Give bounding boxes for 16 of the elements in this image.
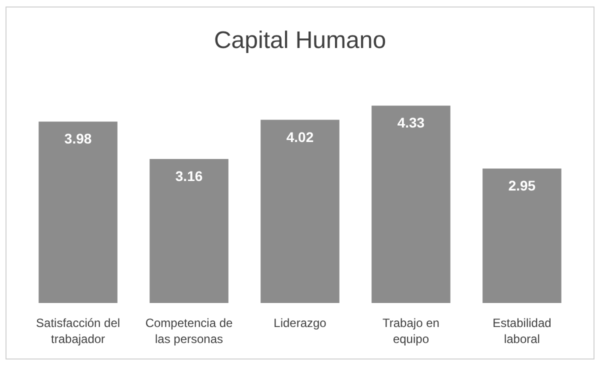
x-tick-label: Satisfacción del trabajador [36, 316, 120, 346]
bar [260, 120, 340, 303]
data-label: 4.02 [286, 128, 314, 145]
bar [150, 158, 228, 303]
bar [38, 122, 118, 303]
data-label: 4.33 [397, 114, 425, 131]
bar [372, 106, 450, 303]
data-label: 3.98 [64, 130, 92, 147]
chart-title: Capital Humano [214, 27, 386, 54]
x-tick-label: Estabilidad laboral [492, 316, 552, 346]
bar [482, 168, 562, 303]
x-tick-label: Competencia de las personas [145, 316, 234, 346]
x-tick-label: Trabajo en equipo [382, 316, 440, 346]
x-tick-label: Liderazgo [274, 316, 327, 330]
data-label: 2.95 [508, 178, 536, 194]
data-label: 3.16 [175, 168, 203, 184]
